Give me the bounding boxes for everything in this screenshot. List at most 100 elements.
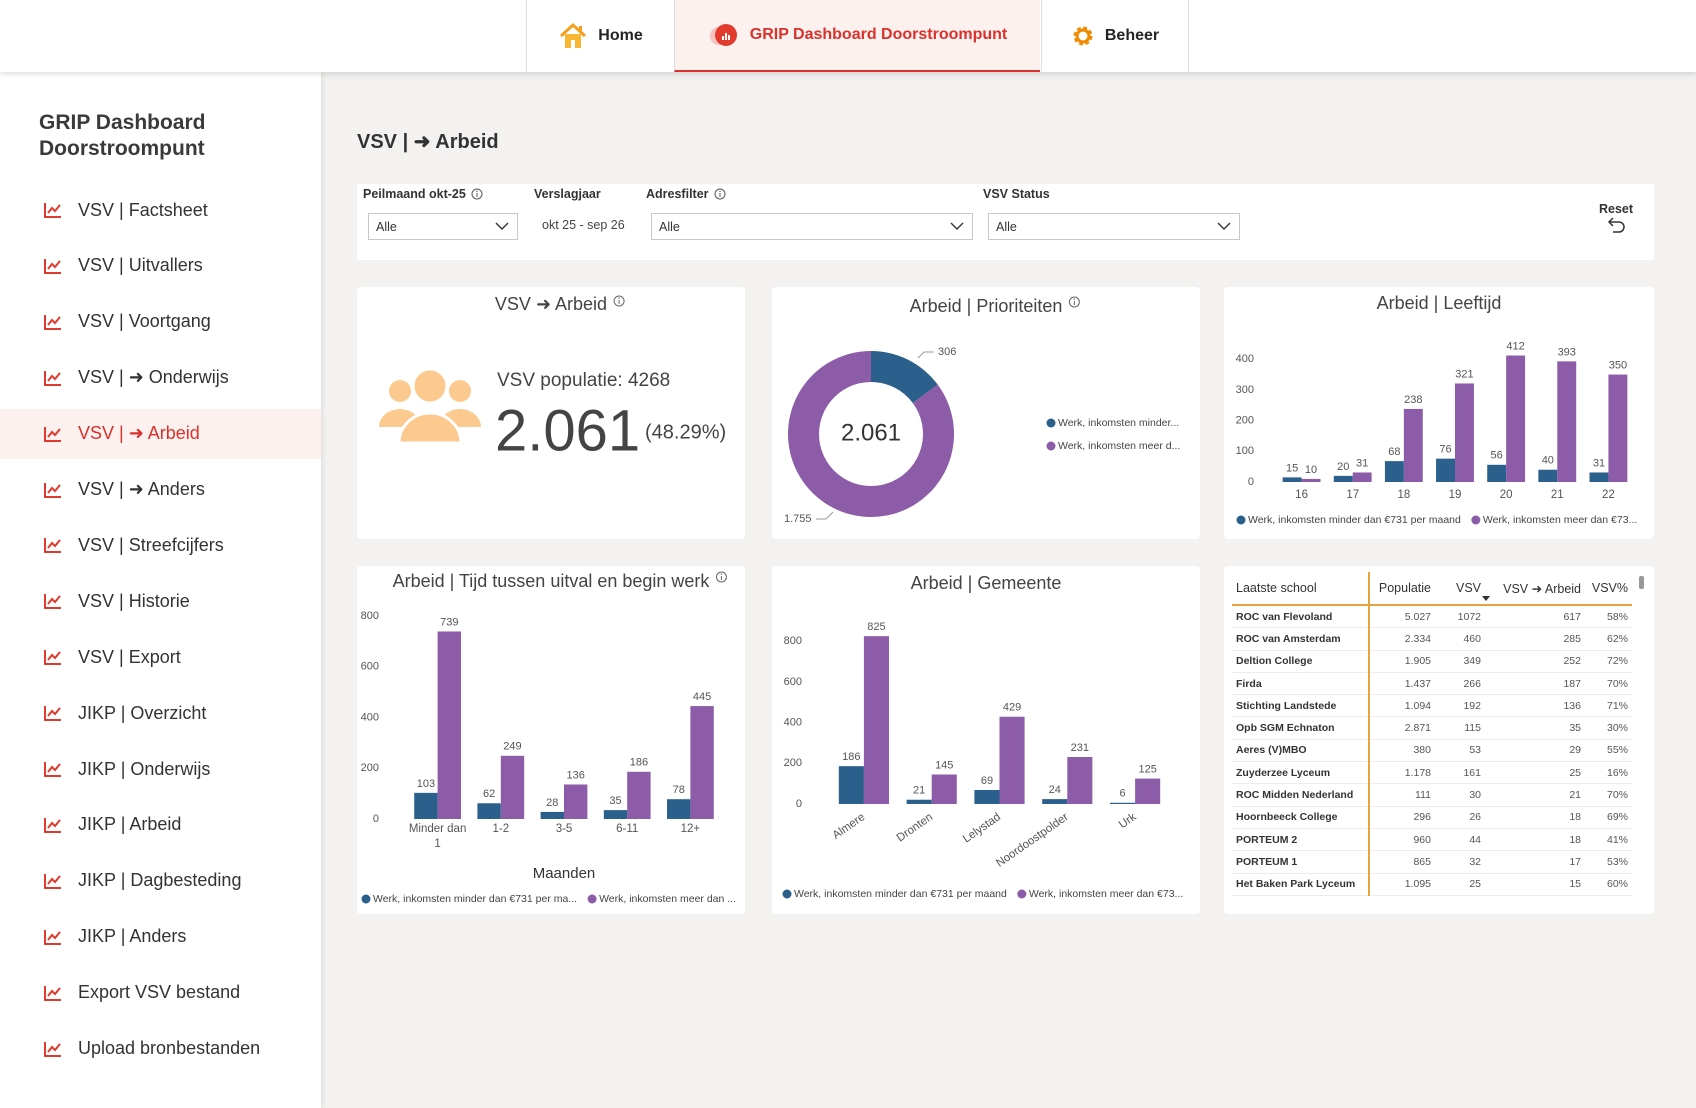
table-cell: 1.178 xyxy=(1369,761,1435,785)
y-tick-label: 200 xyxy=(361,762,379,774)
table-cell: 296 xyxy=(1369,806,1435,829)
legend-label: Werk, inkomsten minder dan €731 per maan… xyxy=(794,888,1007,900)
bar xyxy=(931,774,957,804)
bar-value-label: 76 xyxy=(1439,444,1451,456)
nav-tab[interactable]: GRIP Dashboard Doorstroompunt xyxy=(674,0,1040,72)
table-cell: Zuyderzee Lyceum xyxy=(1232,761,1370,785)
sidebar-item[interactable]: VSV | Historie xyxy=(0,576,321,626)
column-header[interactable]: VSV% xyxy=(1585,572,1632,606)
nav-tab-label: Home xyxy=(598,27,643,44)
table-row: Het Baken Park Lyceum 1.095 25 15 60% xyxy=(1232,873,1632,896)
reset-icon xyxy=(1607,217,1625,233)
sidebar-item[interactable]: VSV | Export xyxy=(0,632,321,682)
table-row: ROC van Flevoland 5.027 1072 617 58% xyxy=(1232,605,1632,629)
sidebar-item[interactable]: VSV | ➜ Arbeid xyxy=(0,408,321,459)
sidebar-item[interactable]: JIKP | Dagbesteding xyxy=(0,856,321,906)
info-dot xyxy=(1073,298,1076,300)
column-header[interactable]: Populatie xyxy=(1369,572,1435,606)
bar xyxy=(1333,475,1353,482)
bar xyxy=(1110,802,1136,804)
table-cell: 29 xyxy=(1485,739,1585,763)
info-circle xyxy=(715,571,727,583)
y-tick-label: 300 xyxy=(1236,384,1254,396)
sidebar-item[interactable]: VSV | ➜ Anders xyxy=(0,465,321,515)
scrollbar[interactable] xyxy=(1639,576,1644,589)
legend-marker xyxy=(587,894,597,904)
bar-value-label: 6 xyxy=(1119,788,1125,800)
bar xyxy=(838,766,864,804)
bar-value-label: 739 xyxy=(440,616,458,628)
reset-button[interactable]: Reset xyxy=(1590,202,1642,243)
bar xyxy=(1384,461,1404,482)
kpi-population-value: 4268 xyxy=(628,370,670,391)
bar xyxy=(1436,458,1455,482)
table-cell: 15 xyxy=(1485,873,1585,896)
table-cell: Firda xyxy=(1232,672,1370,696)
sidebar-item[interactable]: VSV | Streefcijfers xyxy=(0,520,321,570)
nav-tab[interactable]: Beheer xyxy=(1041,0,1189,72)
column-header[interactable]: Laatste school xyxy=(1232,572,1370,606)
sidebar-item[interactable]: JIKP | Anders xyxy=(0,912,321,962)
sidebar-item[interactable]: VSV | Voortgang xyxy=(0,297,321,347)
sidebar-item-label: JIKP | Dagbesteding xyxy=(78,870,242,891)
y-tick-label: 100 xyxy=(1236,445,1254,457)
table-cell: 1.095 xyxy=(1369,873,1435,896)
filter-dropdown[interactable]: Alle xyxy=(988,213,1240,240)
table-cell: 192 xyxy=(1435,694,1485,718)
sidebar-item[interactable]: JIKP | Arbeid xyxy=(0,800,321,850)
filter-value: okt 25 - sep 26 xyxy=(542,218,625,232)
sidebar-item-label: VSV | Factsheet xyxy=(78,199,208,220)
column-header[interactable]: VSV ➜ Arbeid xyxy=(1485,572,1585,606)
home-icon xyxy=(560,22,587,48)
bar xyxy=(1487,464,1507,482)
table-cell: 161 xyxy=(1435,761,1485,785)
table-cell: 60% xyxy=(1585,873,1632,896)
sidebar-item[interactable]: Export VSV bestand xyxy=(0,968,321,1018)
table-cell: 53 xyxy=(1435,739,1485,763)
sidebar-item[interactable]: VSV | Uitvallers xyxy=(0,241,321,291)
legend-label: Werk, inkomsten minder dan €731 per ma..… xyxy=(373,893,577,905)
sidebar: GRIP Dashboard Doorstroompunt VSV | Fact… xyxy=(0,72,321,1108)
x-tick-label-box: Minder dan 1 xyxy=(408,823,467,850)
sidebar-item[interactable]: Upload bronbestanden xyxy=(0,1024,321,1074)
sidebar-item-label: JIKP | Anders xyxy=(78,926,187,947)
menu-icon xyxy=(44,762,61,777)
x-tick-label: 20 xyxy=(1500,489,1513,501)
filter-dropdown[interactable]: Alle xyxy=(651,213,973,240)
table-body: ROC van Flevoland 5.027 1072 617 58% ROC van … xyxy=(1232,605,1632,896)
column-header[interactable]: VSV xyxy=(1435,572,1485,606)
leader-line xyxy=(917,351,934,359)
sidebar-item[interactable]: JIKP | Overzicht xyxy=(0,688,321,738)
table-cell: 865 xyxy=(1369,850,1435,874)
nav-tab[interactable]: Home xyxy=(526,0,674,72)
x-tick-label: Urk xyxy=(1117,811,1139,831)
table-cell: 30 xyxy=(1435,783,1485,807)
sidebar-title: GRIP Dashboard Doorstroompunt xyxy=(39,111,206,160)
bar-value-label: 445 xyxy=(693,691,711,703)
x-tick-label: 19 xyxy=(1449,489,1462,501)
chart-title: Arbeid | Tijd tussen uitval en begin wer… xyxy=(393,571,711,591)
bar xyxy=(974,789,1000,804)
x-tick-label: Minder dan 1 xyxy=(408,823,467,850)
bar-value-label: 68 xyxy=(1388,446,1400,458)
info-dot xyxy=(618,297,620,299)
sidebar-item-label: VSV | Voortgang xyxy=(78,311,211,332)
sidebar-item[interactable]: VSV | ➜ Onderwijs xyxy=(0,353,321,403)
chart: Arbeid | Gemeente 0 200 400 600 800 186 825 Alme… xyxy=(782,573,1183,900)
filter-dropdown[interactable]: Alle xyxy=(368,213,518,240)
bar xyxy=(1282,477,1302,482)
menu-icon xyxy=(44,1041,61,1057)
table-cell: 115 xyxy=(1435,716,1485,740)
legend-label: Werk, inkomsten meer d... xyxy=(1058,440,1180,452)
table-cell: PORTEUM 2 xyxy=(1232,828,1370,852)
kpi-title: VSV ➜ Arbeid xyxy=(495,294,607,314)
legend-marker xyxy=(1236,515,1246,525)
filter-label-text: Peilmaand okt-25 xyxy=(363,187,466,201)
nav-tab-label: GRIP Dashboard Doorstroompunt xyxy=(749,26,1008,43)
sidebar-item[interactable]: VSV | Factsheet xyxy=(0,185,321,235)
sidebar-item[interactable]: JIKP | Onderwijs xyxy=(0,744,321,794)
bar xyxy=(667,799,691,819)
filter-label: Peilmaand okt-25 xyxy=(363,187,483,201)
menu-icon xyxy=(44,203,61,218)
donut-slice xyxy=(788,351,954,517)
